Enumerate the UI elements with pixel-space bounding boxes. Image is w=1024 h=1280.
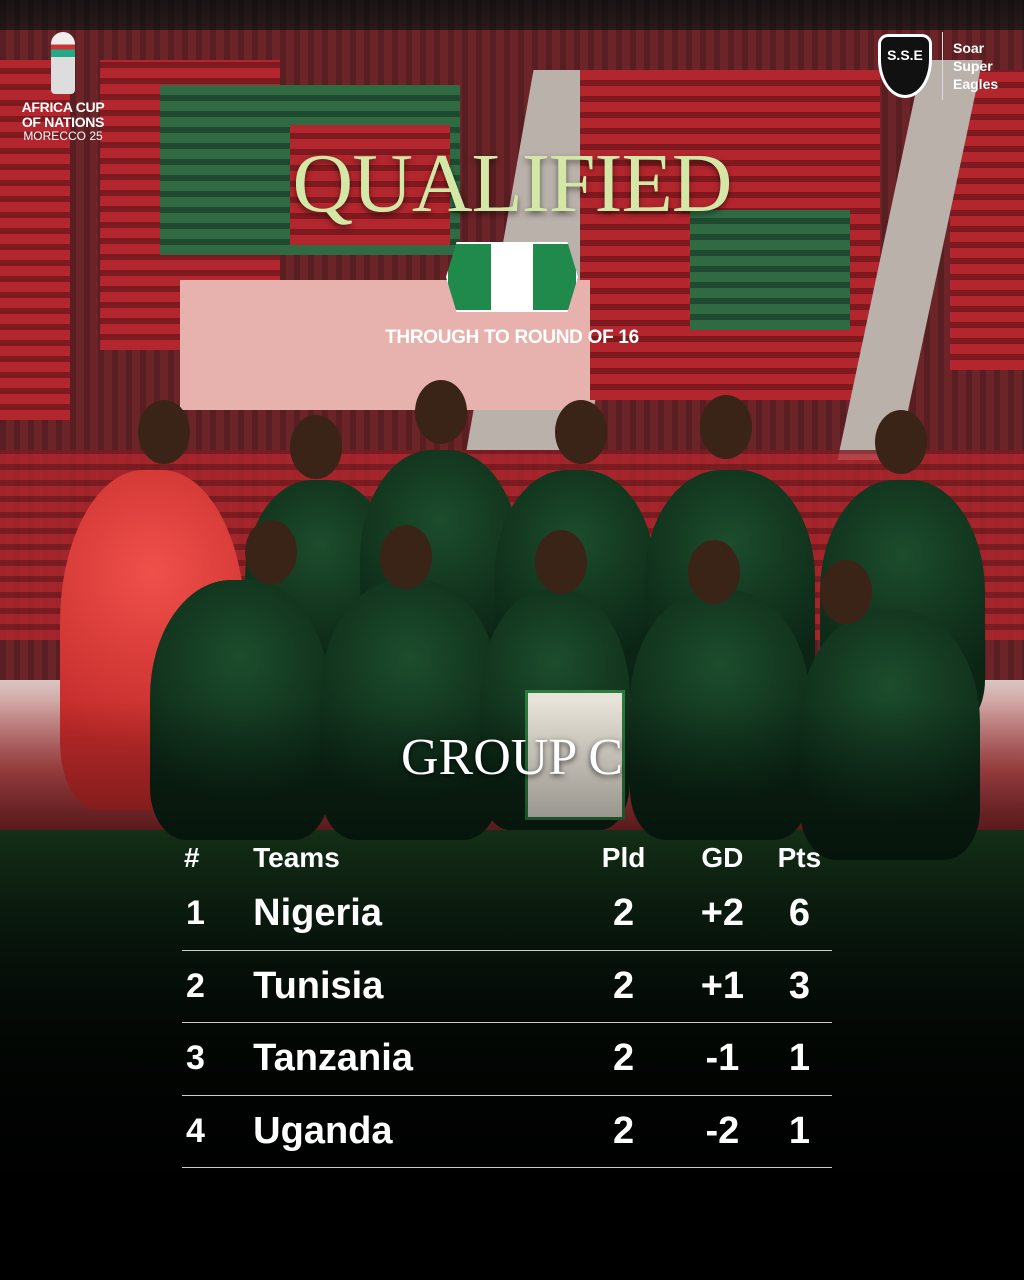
cell-team: Tunisia xyxy=(253,964,384,1007)
standings-table: # Teams Pld GD Pts 1 Nigeria 2 +2 6 2 Tunisia 2… xyxy=(182,838,832,1168)
cell-goal-difference: -2 xyxy=(705,1109,740,1152)
table-row: 3 Tanzania 2 -1 1 xyxy=(182,1023,832,1096)
headline: QUALIFIED xyxy=(292,137,733,230)
header-played: Pld xyxy=(601,842,646,873)
group-title: GROUP C xyxy=(400,729,623,786)
cell-goal-difference: +2 xyxy=(700,892,745,935)
trophy-icon xyxy=(51,32,75,94)
cell-played: 2 xyxy=(613,964,635,1007)
afcon-logo-line: MORECCO 25 xyxy=(23,129,103,143)
table-row: 2 Tunisia 2 +1 3 xyxy=(182,951,832,1023)
cell-position: 1 xyxy=(186,894,205,933)
cell-team: Tanzania xyxy=(253,1037,413,1080)
subtitle: THROUGH TO ROUND OF 16 xyxy=(385,327,639,348)
cell-played: 2 xyxy=(613,1109,635,1152)
table-header: # Teams Pld GD Pts xyxy=(182,838,832,878)
cell-points: 6 xyxy=(788,892,810,935)
cell-points: 1 xyxy=(788,1037,810,1080)
cell-position: 2 xyxy=(186,966,205,1005)
sse-logo-line: Super xyxy=(953,58,993,74)
nigeria-flag-icon xyxy=(446,242,578,312)
header-position: # xyxy=(184,842,200,873)
table-row: 1 Nigeria 2 +2 6 xyxy=(182,878,832,951)
cell-position: 4 xyxy=(186,1111,205,1150)
bottom-shade xyxy=(0,700,1024,1280)
cell-played: 2 xyxy=(613,892,635,935)
afcon-logo-line: AFRICA CUP xyxy=(21,99,105,115)
afcon-logo-line: OF NATIONS xyxy=(21,114,105,130)
cell-team: Uganda xyxy=(253,1109,393,1152)
afcon-logo: AFRICA CUP OF NATIONS MORECCO 25 xyxy=(18,32,108,143)
header-points: Pts xyxy=(777,842,822,873)
shield-text: S.S.E xyxy=(887,47,923,63)
header-goal-difference: GD xyxy=(701,842,744,873)
table-row: 4 Uganda 2 -2 1 xyxy=(182,1096,832,1168)
logo-divider xyxy=(942,32,943,100)
cell-goal-difference: +1 xyxy=(700,964,745,1007)
eagle-shield-icon: S.S.E xyxy=(878,34,932,98)
cell-position: 3 xyxy=(186,1039,205,1078)
sse-logo-line: Eagles xyxy=(953,76,999,92)
cell-points: 3 xyxy=(788,964,810,1007)
cell-points: 1 xyxy=(788,1109,810,1152)
cell-team: Nigeria xyxy=(253,892,382,935)
sse-logo-line: Soar xyxy=(953,40,985,56)
cell-played: 2 xyxy=(613,1037,635,1080)
sse-logo: S.S.E Soar Super Eagles xyxy=(878,32,998,100)
header-teams: Teams xyxy=(253,842,340,873)
cell-goal-difference: -1 xyxy=(705,1037,740,1080)
